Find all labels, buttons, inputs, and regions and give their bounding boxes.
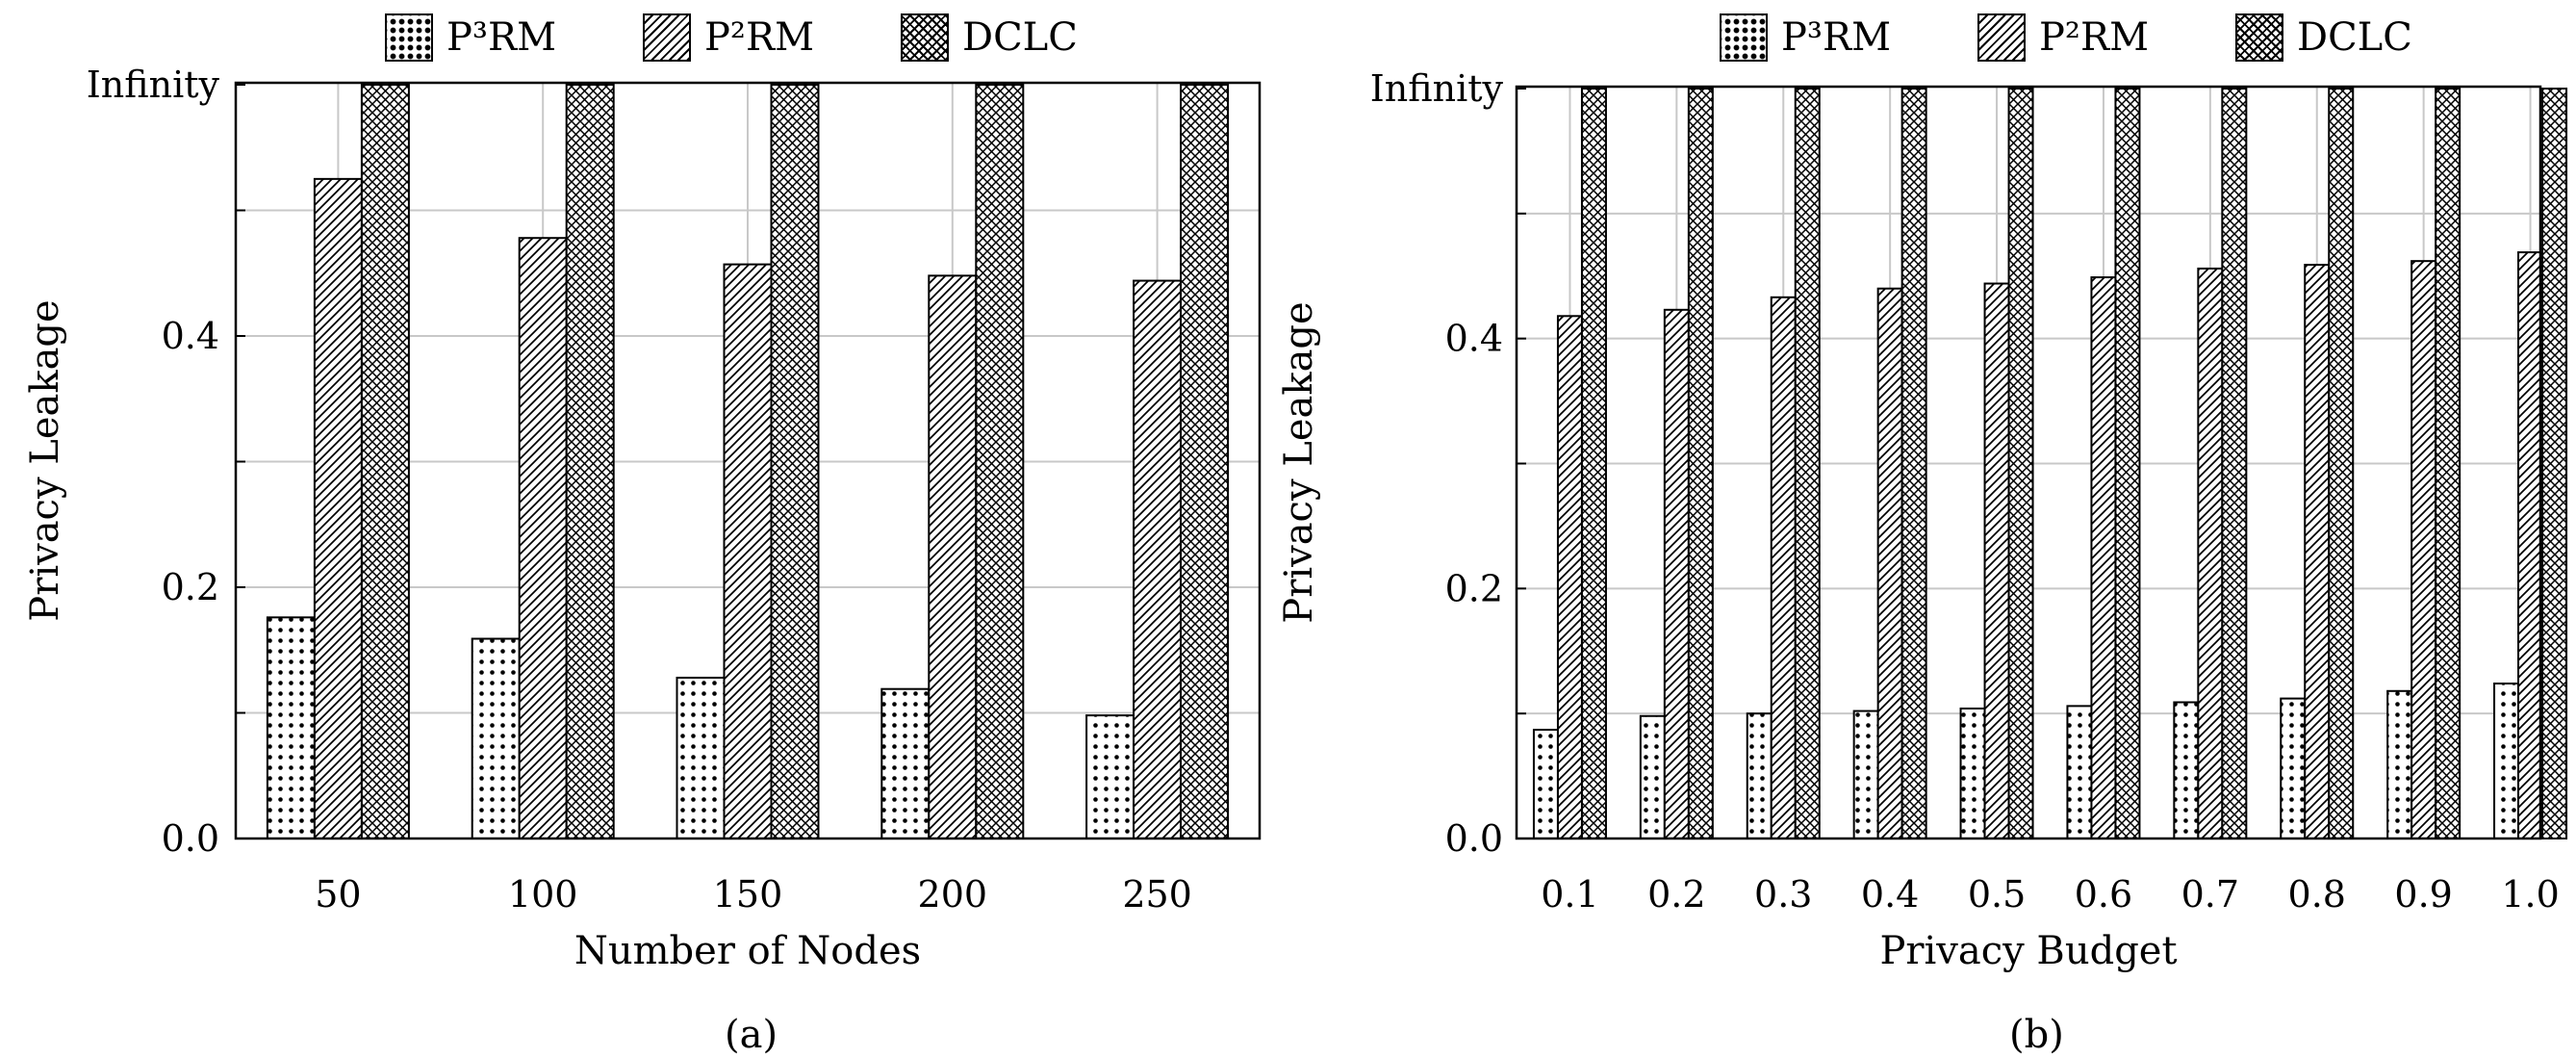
bar-diag-b-4 [1983,282,2010,840]
legend-label: P³RM [1781,15,1892,60]
bar-diag-a-2 [723,263,773,839]
chart-panel-a: 0.0 0.2 0.4 Infinity 50 100 150 200 250 Number of… [23,64,1262,973]
bar-diag-b-1 [1663,308,1690,839]
bar-diag-b-2 [1770,296,1797,839]
bar-dots-b-2 [1746,712,1773,840]
bar-cross-a-1 [565,84,615,839]
y-tick-label: Infinity [87,64,220,106]
y-tick-label: 0.4 [1445,318,1503,360]
x-tick-label: 150 [713,873,783,916]
bar-dots-a-2 [676,676,726,840]
bar-diag-b-0 [1556,315,1583,839]
panel-caption-b: (b) [2009,1013,2064,1057]
bar-cross-a-0 [360,84,410,839]
bar-diag-a-4 [1133,279,1183,839]
legend-label: DCLC [962,15,1078,60]
bar-cross-a-4 [1180,84,1230,839]
legend-item-dots: P³RM [385,13,556,62]
y-tick-label: 0.2 [162,566,219,608]
x-tick-label: 0.3 [1754,873,1812,916]
y-tick-label: 0.0 [162,817,219,860]
legend-label: DCLC [2297,15,2412,60]
bar-diag-b-5 [2090,276,2117,839]
bar-dots-a-1 [471,637,521,839]
bar-diag-a-3 [928,274,978,839]
bar-diag-b-9 [2517,251,2544,839]
y-tick-label: Infinity [1370,67,1504,110]
chart-panel-b: 0.0 0.2 0.4 Infinity 0.1 0.2 0.3 0.4 0.5 0.6 0.7 0.… [1277,67,2568,973]
y-tick-label: 0.0 [1445,817,1503,860]
legend-item-diag: P²RM [1977,13,2149,62]
y-tick-label: 0.4 [162,315,219,357]
bar-cross-b-4 [2007,88,2034,839]
x-tick-label: 1.0 [2501,873,2559,916]
legend-label: P²RM [704,15,815,60]
legend-swatch-cross [2235,13,2283,62]
x-tick-label: 0.5 [1968,873,2026,916]
bar-dots-b-8 [2386,689,2413,840]
bar-cross-b-5 [2114,88,2141,839]
x-axis-label: Privacy Budget [1879,929,2177,973]
bar-cross-b-7 [2328,88,2355,839]
bar-diag-b-3 [1876,287,1903,839]
bar-cross-b-9 [2541,88,2568,839]
legend-item-diag: P²RM [643,13,814,62]
bar-diag-a-0 [313,177,363,839]
bar-dots-b-3 [1852,710,1879,839]
bar-diag-b-7 [2304,264,2331,839]
bar-cross-b-1 [1687,88,1714,839]
legend-swatch-cross [901,13,949,62]
bar-cross-b-3 [1900,88,1927,839]
x-tick-label: 0.1 [1541,873,1598,916]
bar-cross-b-2 [1794,88,1821,839]
legend-swatch-diag [643,13,691,62]
bar-cross-b-6 [2221,88,2248,839]
x-axis-label: Number of Nodes [574,929,921,973]
bar-dots-b-9 [2493,683,2520,839]
panel-caption-a: (a) [725,1013,778,1057]
bar-dots-b-7 [2280,697,2307,839]
bar-cross-a-3 [975,84,1025,839]
y-axis-label: Privacy Leakage [1277,301,1321,623]
bar-dots-b-0 [1532,729,1559,839]
legend-item-cross: DCLC [2235,13,2412,62]
x-tick-label: 0.9 [2394,873,2452,916]
bar-diag-b-8 [2410,260,2437,840]
x-tick-label: 0.8 [2288,873,2346,916]
y-tick-label: 0.2 [1445,567,1503,609]
bar-dots-a-3 [880,687,931,840]
x-tick-label: 250 [1122,873,1192,916]
y-axis-label: Privacy Leakage [23,299,67,621]
legend-swatch-dots [1720,13,1768,62]
bar-cross-b-0 [1580,88,1607,839]
x-tick-label: 200 [918,873,988,916]
legend-swatch-diag [1977,13,2026,62]
legend-item-dots: P³RM [1720,13,1891,62]
legend-item-cross: DCLC [901,13,1078,62]
bar-diag-a-1 [518,237,568,839]
x-tick-label: 100 [508,873,578,916]
x-tick-label: 0.2 [1647,873,1705,916]
bar-diag-b-6 [2197,267,2224,839]
legend-swatch-dots [385,13,433,62]
x-tick-label: 50 [315,873,361,916]
x-tick-label: 0.4 [1861,873,1919,916]
legend-label: P³RM [446,15,557,60]
x-tick-label: 0.7 [2181,873,2239,916]
bar-dots-b-6 [2173,701,2200,840]
x-tick-label: 0.6 [2075,873,2132,916]
bar-dots-b-1 [1639,714,1666,839]
bar-cross-b-8 [2435,88,2461,839]
bar-cross-a-2 [770,84,820,839]
bar-dots-b-5 [2066,705,2093,839]
legend-label: P²RM [2039,15,2150,60]
bar-dots-a-4 [1085,714,1135,839]
bar-dots-a-0 [266,616,316,839]
bar-dots-b-4 [1959,707,1986,839]
